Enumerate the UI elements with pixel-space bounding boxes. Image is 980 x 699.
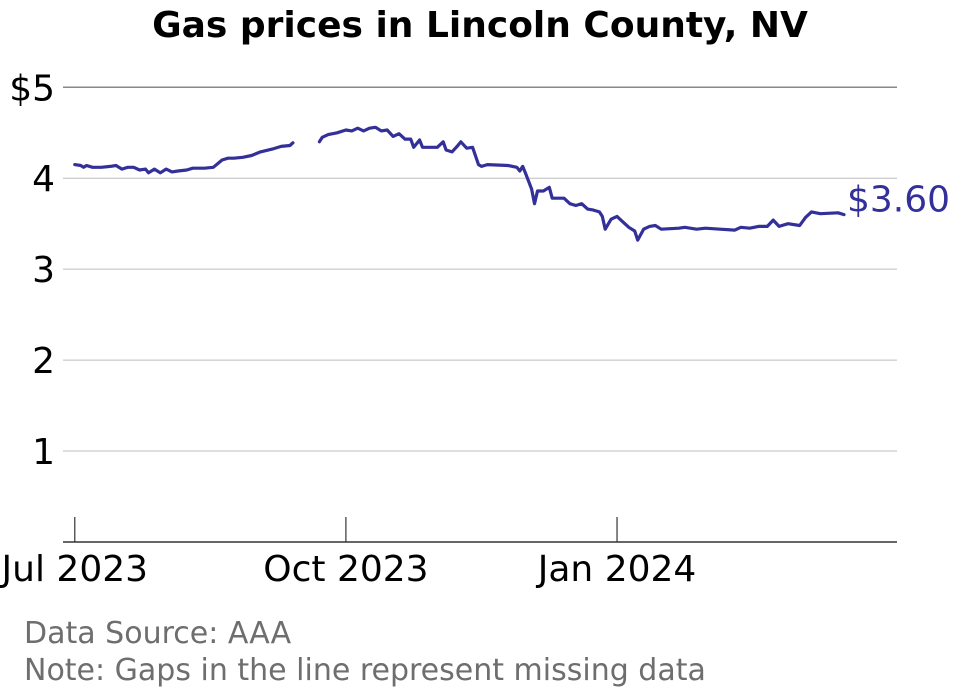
y-tick-label: $5: [9, 68, 55, 109]
x-tick-label: Oct 2023: [263, 549, 428, 590]
x-tick-label: Jul 2023: [0, 549, 148, 590]
y-axis-ticks: 1 2 3 4 $5: [9, 68, 55, 473]
price-line-segment-2: [317, 125, 846, 242]
y-tick-label: 3: [32, 250, 55, 291]
latest-price-label: $3.60: [847, 180, 950, 221]
missing-data-note: Note: Gaps in the line represent missing…: [24, 653, 706, 688]
price-line-segment-1: [73, 141, 295, 175]
y-tick-label: 4: [32, 159, 55, 200]
x-tick-label: Jan 2024: [536, 549, 697, 590]
y-tick-label: 2: [32, 341, 55, 382]
y-tick-label: 1: [32, 432, 55, 473]
chart-title: Gas prices in Lincoln County, NV: [152, 5, 808, 46]
gridlines: [63, 86, 897, 452]
data-source-note: Data Source: AAA: [24, 616, 292, 651]
x-axis: Jul 2023 Oct 2023 Jan 2024: [0, 517, 897, 590]
price-series: [73, 125, 846, 242]
